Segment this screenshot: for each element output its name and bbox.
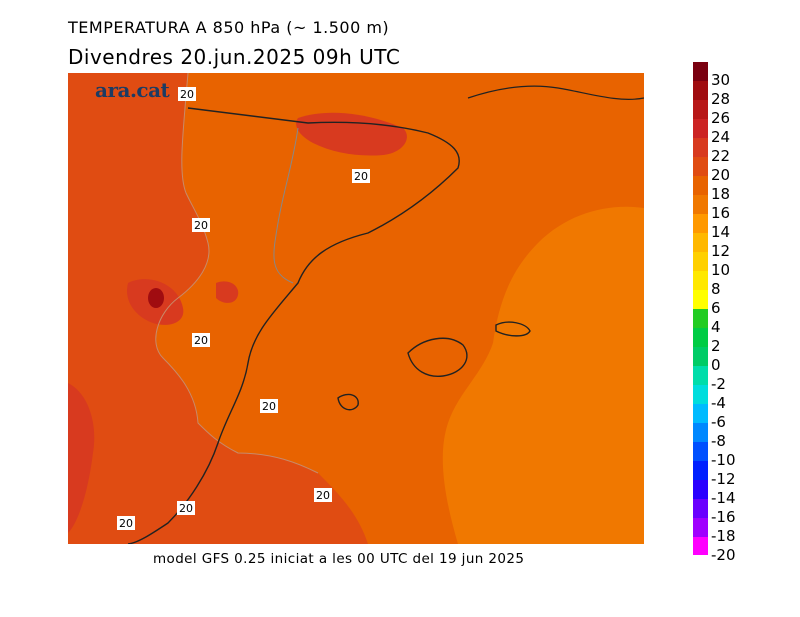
legend-tick-label: -18 <box>711 526 736 545</box>
legend-tick-label: 6 <box>711 299 721 317</box>
island-ibiza <box>337 393 359 411</box>
svg-text:20: 20 <box>262 400 276 413</box>
legend-swatch <box>693 308 708 328</box>
legend-swatch <box>693 62 708 82</box>
legend-tick-label: -16 <box>711 507 736 526</box>
legend-swatch <box>693 80 708 101</box>
legend-tick-label: -14 <box>711 488 736 507</box>
contour-label: 20 <box>192 333 210 347</box>
svg-text:20: 20 <box>194 334 208 347</box>
legend-swatch <box>693 479 708 499</box>
svg-text:20: 20 <box>180 88 194 101</box>
legend-swatch <box>693 99 708 120</box>
legend-tick-label: 12 <box>711 242 731 261</box>
svg-text:20: 20 <box>354 170 368 183</box>
legend-tick-label: 26 <box>711 109 731 128</box>
svg-text:20: 20 <box>194 219 208 232</box>
band-22-24-d <box>216 281 239 303</box>
legend-tick-label: 28 <box>711 90 731 109</box>
legend-swatch <box>693 365 708 385</box>
legend-swatch <box>693 251 708 272</box>
svg-text:20: 20 <box>179 502 193 515</box>
contour-label: 20 <box>314 488 332 502</box>
legend-swatch <box>693 232 708 253</box>
legend-swatch <box>693 346 708 366</box>
legend-tick-label: -4 <box>711 393 726 412</box>
temperature-map: 20 20 20 20 20 20 20 20 <box>68 73 644 544</box>
legend-swatch <box>693 498 708 518</box>
legend-tick-label: -20 <box>711 545 736 564</box>
svg-text:20: 20 <box>119 517 133 530</box>
band-22-24-a <box>68 383 95 533</box>
contour-line-20 <box>155 73 319 474</box>
legend-tick-label: -10 <box>711 450 736 469</box>
chart-title: TEMPERATURA A 850 hPa (~ 1.500 m) <box>68 18 390 37</box>
border-inner <box>273 127 299 284</box>
legend-swatch <box>693 460 708 480</box>
legend-swatch <box>693 403 708 423</box>
legend-tick-label: -12 <box>711 469 736 488</box>
legend-tick-label: 4 <box>711 317 721 336</box>
border-north <box>467 85 644 100</box>
contour-label: 20 <box>192 218 210 232</box>
legend-swatch <box>693 422 708 442</box>
contour-label: 20 <box>260 399 278 413</box>
legend-swatch <box>693 213 708 234</box>
band-22-24-c <box>296 112 407 156</box>
legend-swatch <box>693 517 708 537</box>
legend-swatch <box>693 289 708 309</box>
legend-swatch <box>693 137 708 158</box>
island-menorca <box>495 321 531 337</box>
legend-swatch <box>693 175 708 196</box>
legend-swatch <box>693 441 708 461</box>
legend-swatch <box>693 118 708 139</box>
contour-label: 20 <box>352 169 370 183</box>
color-legend <box>693 62 708 556</box>
legend-tick-label: 18 <box>711 185 731 204</box>
legend-tick-label: 30 <box>711 71 731 90</box>
legend-swatch <box>693 156 708 177</box>
coastline <box>127 107 460 544</box>
brand-logo[interactable]: ara.cat <box>95 78 170 102</box>
legend-tick-label: 24 <box>711 128 731 147</box>
svg-text:20: 20 <box>316 489 330 502</box>
band-16-18 <box>442 206 644 544</box>
legend-swatch <box>693 327 708 347</box>
island-mallorca <box>407 337 468 378</box>
legend-swatch <box>693 536 708 556</box>
legend-swatch <box>693 384 708 404</box>
legend-tick-label: 16 <box>711 204 731 223</box>
chart-subtitle: Divendres 20.jun.2025 09h UTC <box>68 45 401 69</box>
legend-swatch <box>693 270 708 291</box>
contour-label: 20 <box>117 516 135 530</box>
legend-tick-label: 14 <box>711 223 731 242</box>
legend-tick-label: 2 <box>711 336 721 355</box>
legend-tick-label: 8 <box>711 280 721 299</box>
legend-tick-label: 22 <box>711 147 731 166</box>
contour-label: 20 <box>177 501 195 515</box>
legend-tick-label: -2 <box>711 374 726 393</box>
legend-tick-label: 20 <box>711 166 731 185</box>
contour-label: 20 <box>178 87 196 101</box>
legend-swatch <box>693 194 708 215</box>
model-footer: model GFS 0.25 iniciat a les 00 UTC del … <box>153 551 525 567</box>
legend-tick-label: 10 <box>711 261 731 280</box>
legend-tick-label: -8 <box>711 431 726 450</box>
legend-tick-label: 0 <box>711 355 721 374</box>
band-24-26 <box>148 288 164 308</box>
legend-tick-label: -6 <box>711 412 726 431</box>
